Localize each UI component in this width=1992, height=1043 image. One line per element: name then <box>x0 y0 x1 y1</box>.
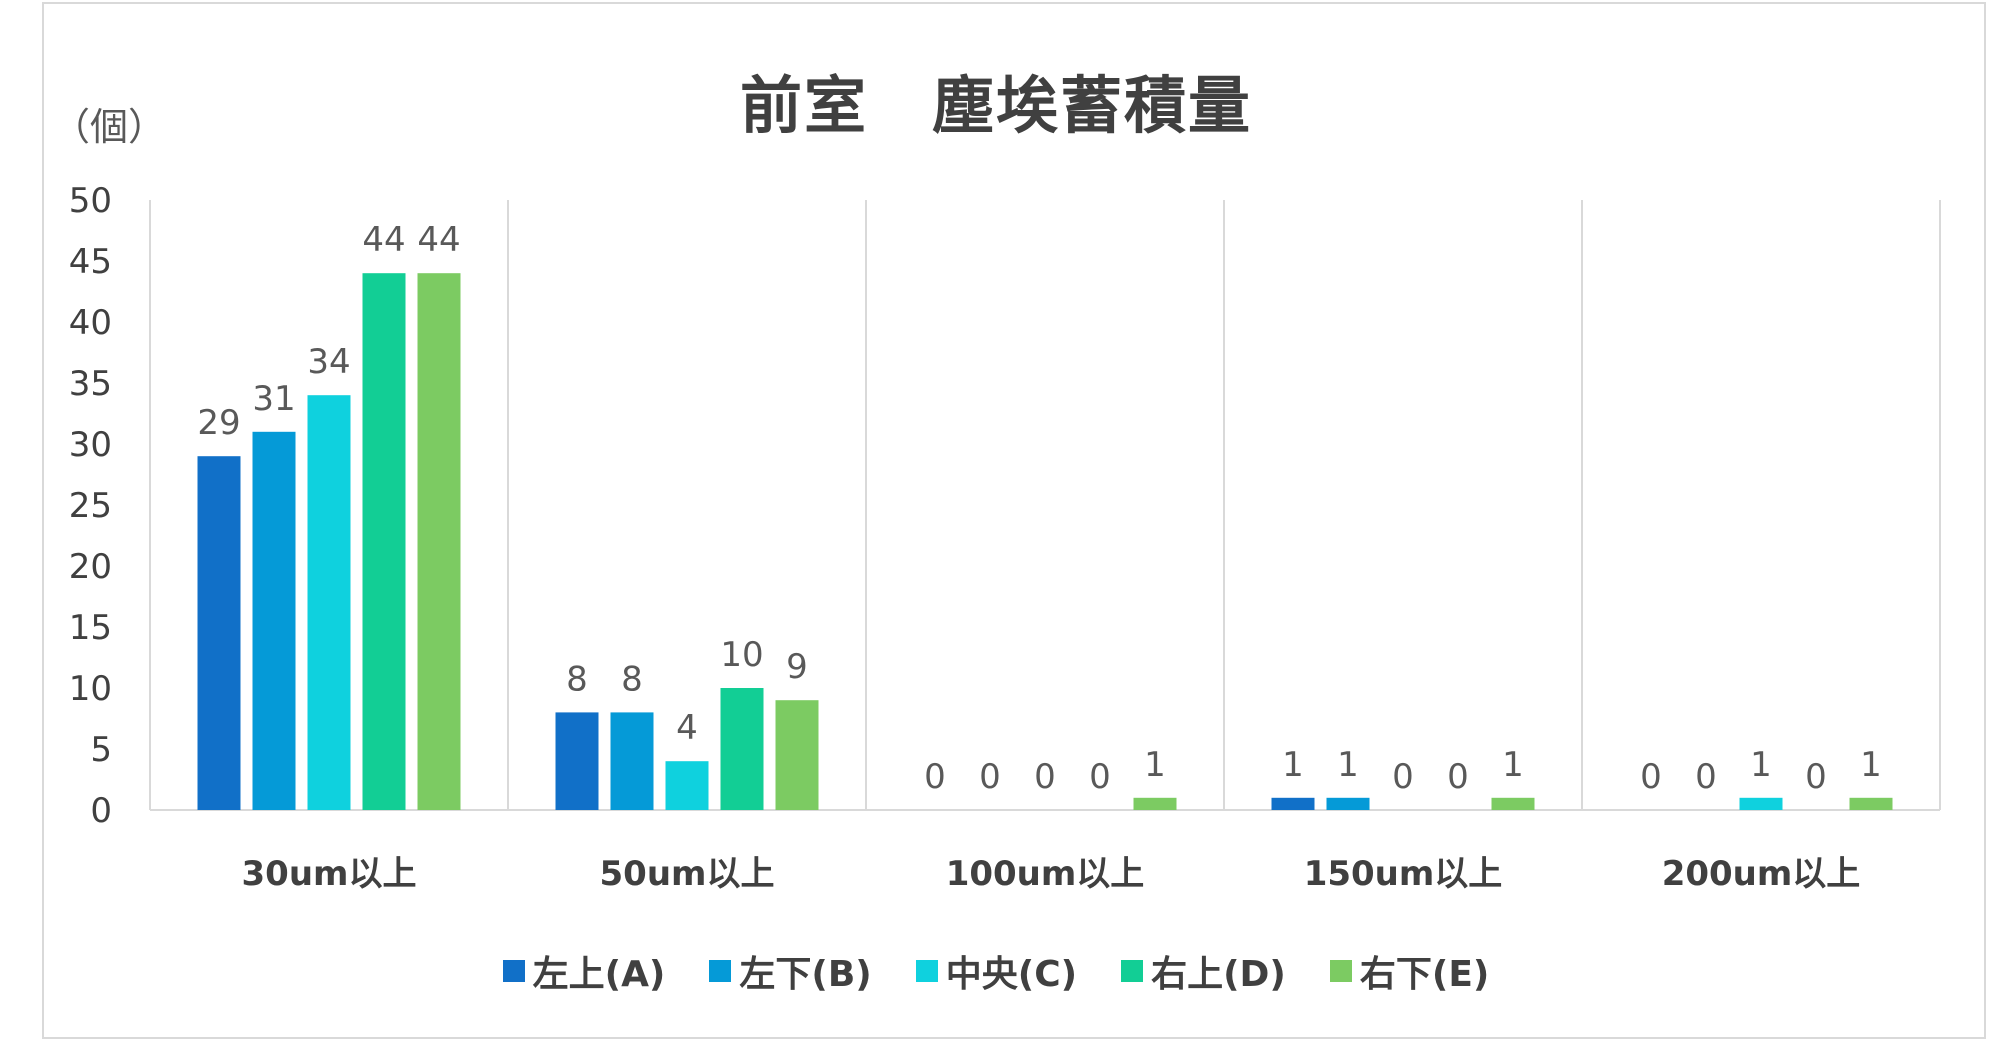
data-label: 4 <box>676 708 698 748</box>
bar <box>1739 797 1783 810</box>
bar <box>1271 797 1315 810</box>
legend-swatch <box>915 960 938 982</box>
y-tick-label: 45 <box>69 242 112 282</box>
legend-item: 右下(E) <box>1329 945 1490 997</box>
y-tick-label: 10 <box>69 669 112 709</box>
data-label: 0 <box>1640 757 1662 797</box>
y-tick-label: 5 <box>90 730 112 770</box>
legend-swatch <box>1329 960 1352 982</box>
chart-legend: 左上(A) 左下(B) 中央(C) 右上(D) 右下(E) <box>0 945 1992 997</box>
data-label: 0 <box>1447 757 1469 797</box>
bar <box>1133 797 1177 810</box>
data-label: 1 <box>1337 745 1359 785</box>
bar <box>1326 797 1370 810</box>
x-category-label: 100um以上 <box>946 854 1145 894</box>
legend-label: 左上(A) <box>532 954 666 995</box>
data-label: 0 <box>1034 757 1056 797</box>
bar <box>665 761 709 810</box>
legend-label: 右上(D) <box>1151 954 1286 995</box>
y-tick-label: 40 <box>69 303 112 343</box>
y-tick-label: 30 <box>69 425 112 465</box>
data-label: 0 <box>1089 757 1111 797</box>
data-label: 0 <box>1695 757 1717 797</box>
data-label: 0 <box>979 757 1001 797</box>
legend-item: 中央(C) <box>915 945 1078 997</box>
bar <box>610 712 654 810</box>
legend-item: 左上(A) <box>502 945 666 997</box>
bar <box>775 700 819 810</box>
bar <box>252 431 296 810</box>
legend-label: 左下(B) <box>739 954 872 995</box>
legend-swatch <box>502 960 525 982</box>
bar <box>197 456 241 810</box>
data-label: 1 <box>1860 745 1882 785</box>
bar <box>1849 797 1893 810</box>
data-label: 1 <box>1502 745 1524 785</box>
y-tick-label: 25 <box>69 486 112 526</box>
data-label: 44 <box>417 220 460 260</box>
legend-label: 中央(C) <box>945 954 1078 995</box>
legend-swatch <box>709 960 732 982</box>
data-label: 1 <box>1750 745 1772 785</box>
x-category-label: 200um以上 <box>1662 854 1861 894</box>
data-label: 1 <box>1144 745 1166 785</box>
data-label: 0 <box>1805 757 1827 797</box>
data-label: 0 <box>1392 757 1414 797</box>
y-tick-label: 20 <box>69 547 112 587</box>
y-tick-label: 15 <box>69 608 112 648</box>
x-category-label: 30um以上 <box>242 854 417 894</box>
bar <box>307 395 351 810</box>
data-label: 9 <box>786 647 808 687</box>
data-label: 1 <box>1282 745 1304 785</box>
legend-label: 右下(E) <box>1359 954 1490 995</box>
legend-item: 右上(D) <box>1121 945 1286 997</box>
data-label: 44 <box>362 220 405 260</box>
data-label: 10 <box>720 635 763 675</box>
data-label: 8 <box>566 659 588 699</box>
data-label: 29 <box>197 403 240 443</box>
x-category-label: 50um以上 <box>600 854 775 894</box>
bar <box>362 273 406 810</box>
y-tick-label: 50 <box>69 181 112 221</box>
chart-title: 前室 塵埃蓄積量 <box>739 69 1252 142</box>
y-tick-label: 35 <box>69 364 112 404</box>
bar <box>417 273 461 810</box>
data-label: 0 <box>924 757 946 797</box>
legend-swatch <box>1121 960 1144 982</box>
bar <box>555 712 599 810</box>
y-tick-label: 0 <box>90 791 112 831</box>
legend-item: 左下(B) <box>709 945 872 997</box>
bar <box>720 688 764 810</box>
data-label: 8 <box>621 659 643 699</box>
data-label: 31 <box>252 379 295 419</box>
bar <box>1491 797 1535 810</box>
y-axis-unit-label: （個） <box>52 105 167 149</box>
x-category-label: 150um以上 <box>1304 854 1503 894</box>
data-label: 34 <box>307 342 350 382</box>
